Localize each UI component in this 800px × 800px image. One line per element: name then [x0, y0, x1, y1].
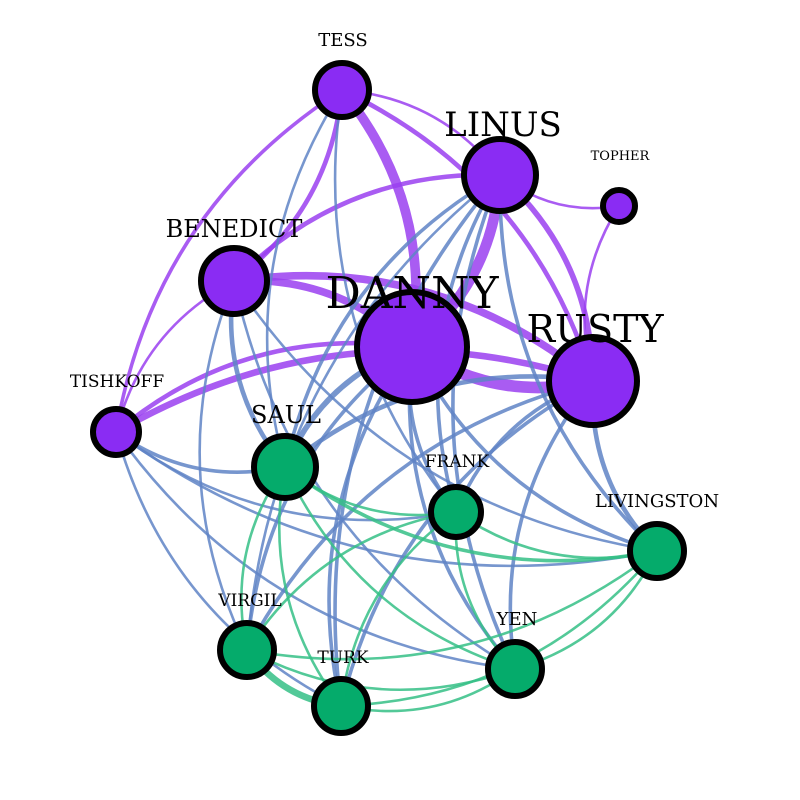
node-label-yen: YEN: [496, 609, 538, 630]
node-frank[interactable]: [428, 484, 484, 540]
node-label-tess: TESS: [318, 30, 368, 51]
node-label-rusty: RUSTY: [526, 307, 664, 351]
node-saul[interactable]: [251, 433, 319, 501]
node-label-linus: LINUS: [444, 105, 562, 145]
edge-frank-virgil: [245, 510, 458, 652]
edge-linus-livingston: [498, 173, 659, 553]
label-layer: DANNY RUSTY LINUS BENEDICT TESS TISHKOFF TOPHE…: [70, 30, 719, 668]
edge-linus-saul: [283, 173, 502, 469]
node-label-benedict: BENEDICT: [166, 215, 303, 243]
edge-tishkoff-turk: [114, 430, 343, 708]
node-linus[interactable]: [461, 136, 539, 214]
node-livingston[interactable]: [627, 521, 687, 581]
node-topher[interactable]: [600, 187, 638, 225]
edge-tess-tishkoff: [114, 88, 344, 434]
edge-tishkoff-livingston: [114, 430, 659, 568]
node-benedict[interactable]: [198, 245, 270, 317]
node-turk[interactable]: [311, 676, 371, 736]
node-virgil[interactable]: [217, 620, 277, 680]
edge-benedict-livingston: [232, 279, 659, 553]
node-danny[interactable]: [354, 289, 470, 405]
edge-rusty-virgil: [245, 379, 595, 652]
node-label-danny: DANNY: [325, 268, 499, 319]
edge-frank-turk: [339, 510, 458, 708]
node-rusty[interactable]: [546, 334, 640, 428]
node-tishkoff[interactable]: [90, 406, 142, 458]
edge-virgil-livingston: [245, 549, 659, 661]
node-label-frank: FRANK: [425, 452, 490, 472]
node-label-livingston: LIVINGSTON: [595, 491, 719, 512]
edge-linus-virgil: [245, 173, 502, 652]
edge-linus-yen: [451, 173, 517, 671]
node-label-tishkoff: TISHKOFF: [70, 372, 165, 392]
node-label-saul: SAUL: [251, 401, 321, 429]
node-label-virgil: VIRGIL: [217, 591, 281, 611]
node-layer: [90, 60, 687, 736]
edge-benedict-yen: [232, 279, 517, 671]
edge-tishkoff-yen: [114, 430, 517, 671]
node-yen[interactable]: [485, 639, 545, 699]
edge-tess-frank: [333, 88, 458, 514]
node-label-topher: TOPHER: [591, 149, 651, 164]
edge-rusty-tishkoff: [112, 347, 597, 436]
edge-tess-saul: [265, 88, 344, 469]
node-label-turk: TURK: [317, 648, 368, 668]
node-tess[interactable]: [312, 60, 372, 120]
